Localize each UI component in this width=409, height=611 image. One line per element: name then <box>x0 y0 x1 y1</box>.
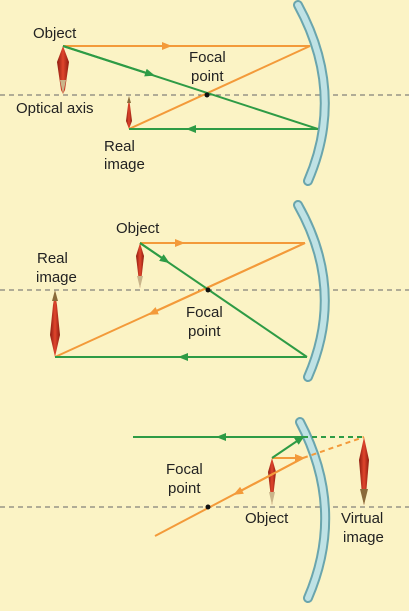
focal-point-dot <box>205 287 211 293</box>
green-ray-from-focus <box>271 435 305 459</box>
real-image-label-line1: Real <box>37 250 68 267</box>
real-image-pen-icon <box>50 290 60 357</box>
real-image-label-line2: image <box>104 156 145 173</box>
virtual-image-pen-icon <box>359 437 369 505</box>
optical-axis-label: Optical axis <box>16 100 94 117</box>
focal-label-line1: Focal <box>186 304 223 321</box>
object-label: Object <box>33 25 77 42</box>
panel-3-object-inside-focus: Focal point Object Virtual image <box>0 417 409 603</box>
focal-label-line1: Focal <box>189 49 226 66</box>
object-pen-icon <box>57 46 69 94</box>
focal-label-line2: point <box>191 68 224 85</box>
virtual-image-label-line2: image <box>343 529 384 546</box>
focal-point-dot <box>205 504 211 510</box>
real-image-pen-icon <box>126 96 132 129</box>
focal-label-line1: Focal <box>166 461 203 478</box>
orange-ray-virtual-extension <box>302 436 365 459</box>
panel-2-object-between-focus-and-center: Object Real image Focal point <box>0 200 409 382</box>
object-pen-icon <box>136 243 144 288</box>
panel-1-object-beyond-focus: Object Focal point Optical axis Real ima… <box>0 0 409 186</box>
object-label: Object <box>245 510 289 527</box>
virtual-image-label-line1: Virtual <box>341 510 383 527</box>
real-image-label-line2: image <box>36 269 77 286</box>
focal-label-line2: point <box>168 480 201 497</box>
real-image-label-line1: Real <box>104 138 135 155</box>
focal-label-line2: point <box>188 323 221 340</box>
object-label: Object <box>116 220 160 237</box>
object-pen-icon <box>268 458 276 505</box>
focal-point-dot <box>204 92 210 98</box>
orange-ray-through-focus <box>128 45 311 130</box>
